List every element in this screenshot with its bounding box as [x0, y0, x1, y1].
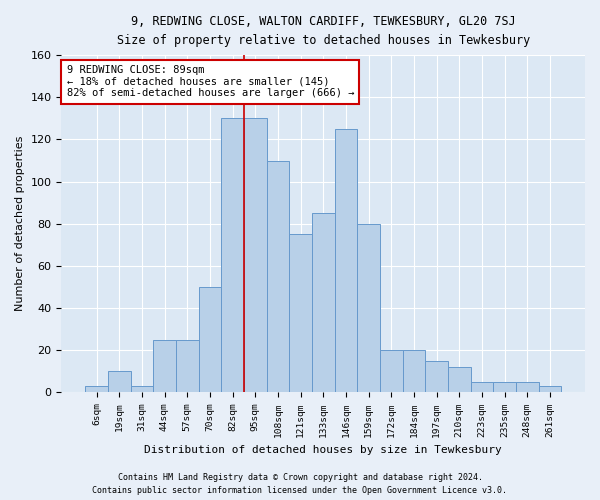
Bar [403, 350, 425, 393]
Bar [425, 361, 448, 392]
Bar [85, 386, 108, 392]
Text: Contains HM Land Registry data © Crown copyright and database right 2024.
Contai: Contains HM Land Registry data © Crown c… [92, 474, 508, 495]
Bar [539, 386, 561, 392]
Bar [199, 287, 221, 393]
Bar [289, 234, 312, 392]
Bar [108, 372, 131, 392]
Bar [176, 340, 199, 392]
Bar [470, 382, 493, 392]
Text: 9 REDWING CLOSE: 89sqm
← 18% of detached houses are smaller (145)
82% of semi-de: 9 REDWING CLOSE: 89sqm ← 18% of detached… [67, 65, 354, 98]
Bar [335, 129, 357, 392]
Bar [221, 118, 244, 392]
Bar [153, 340, 176, 392]
Bar [312, 213, 335, 392]
Title: 9, REDWING CLOSE, WALTON CARDIFF, TEWKESBURY, GL20 7SJ
Size of property relative: 9, REDWING CLOSE, WALTON CARDIFF, TEWKES… [116, 15, 530, 47]
Bar [448, 367, 470, 392]
X-axis label: Distribution of detached houses by size in Tewkesbury: Distribution of detached houses by size … [145, 445, 502, 455]
Bar [357, 224, 380, 392]
Bar [131, 386, 153, 392]
Bar [244, 118, 266, 392]
Bar [380, 350, 403, 393]
Y-axis label: Number of detached properties: Number of detached properties [15, 136, 25, 312]
Bar [516, 382, 539, 392]
Bar [266, 160, 289, 392]
Bar [493, 382, 516, 392]
